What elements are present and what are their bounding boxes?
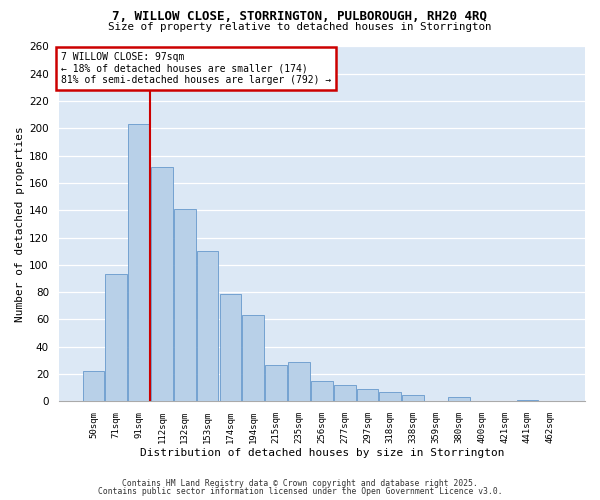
- Bar: [517, 400, 538, 402]
- Text: Contains public sector information licensed under the Open Government Licence v3: Contains public sector information licen…: [98, 487, 502, 496]
- Text: Contains HM Land Registry data © Crown copyright and database right 2025.: Contains HM Land Registry data © Crown c…: [122, 478, 478, 488]
- Bar: [334, 385, 356, 402]
- X-axis label: Distribution of detached houses by size in Storrington: Distribution of detached houses by size …: [140, 448, 504, 458]
- Bar: [242, 316, 264, 402]
- Text: 7 WILLOW CLOSE: 97sqm
← 18% of detached houses are smaller (174)
81% of semi-det: 7 WILLOW CLOSE: 97sqm ← 18% of detached …: [61, 52, 332, 85]
- Bar: [197, 251, 218, 402]
- Bar: [174, 209, 196, 402]
- Bar: [265, 364, 287, 402]
- Bar: [128, 124, 150, 402]
- Y-axis label: Number of detached properties: Number of detached properties: [15, 126, 25, 322]
- Bar: [311, 381, 332, 402]
- Text: 7, WILLOW CLOSE, STORRINGTON, PULBOROUGH, RH20 4RQ: 7, WILLOW CLOSE, STORRINGTON, PULBOROUGH…: [113, 10, 487, 23]
- Bar: [288, 362, 310, 402]
- Bar: [356, 389, 379, 402]
- Bar: [151, 166, 173, 402]
- Bar: [379, 392, 401, 402]
- Text: Size of property relative to detached houses in Storrington: Size of property relative to detached ho…: [108, 22, 492, 32]
- Bar: [83, 372, 104, 402]
- Bar: [448, 398, 470, 402]
- Bar: [403, 394, 424, 402]
- Bar: [106, 274, 127, 402]
- Bar: [220, 294, 241, 402]
